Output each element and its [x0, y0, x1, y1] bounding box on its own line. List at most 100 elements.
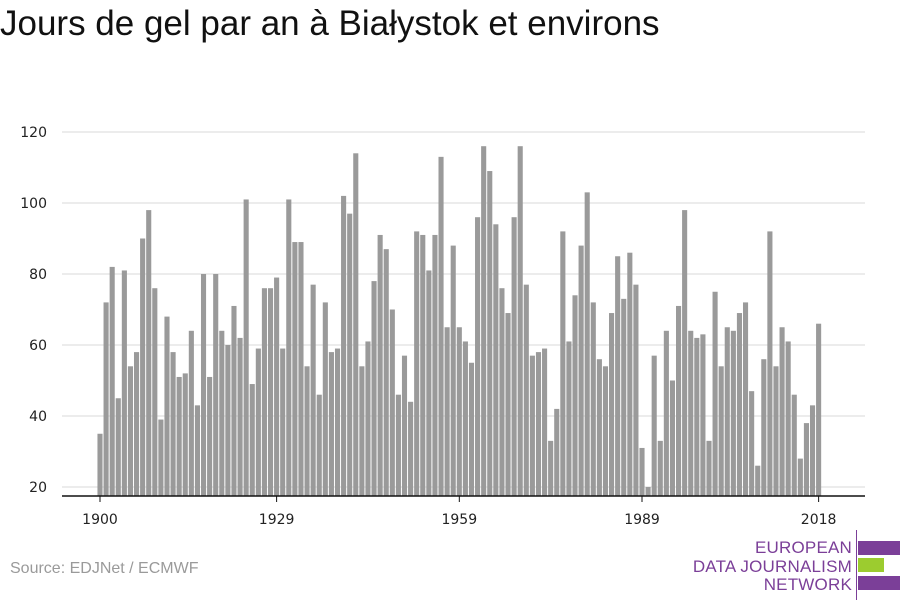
- bar[interactable]: [651, 355, 657, 496]
- bar[interactable]: [736, 313, 742, 496]
- bar[interactable]: [353, 153, 359, 497]
- bar[interactable]: [237, 337, 243, 496]
- bar[interactable]: [761, 359, 767, 496]
- bar[interactable]: [444, 327, 450, 496]
- bar[interactable]: [566, 341, 572, 496]
- bar[interactable]: [779, 327, 785, 496]
- bar[interactable]: [377, 234, 383, 496]
- bar[interactable]: [505, 313, 511, 496]
- bar[interactable]: [420, 234, 426, 496]
- bar[interactable]: [676, 305, 682, 496]
- bar[interactable]: [115, 398, 121, 496]
- bar[interactable]: [414, 231, 420, 496]
- bar[interactable]: [767, 231, 773, 496]
- bar[interactable]: [408, 401, 414, 496]
- bar[interactable]: [529, 355, 535, 496]
- bar[interactable]: [292, 242, 298, 496]
- bar[interactable]: [334, 348, 341, 496]
- bar[interactable]: [401, 355, 408, 496]
- bar[interactable]: [578, 245, 584, 496]
- bar[interactable]: [499, 288, 505, 496]
- bar[interactable]: [639, 447, 645, 496]
- bar[interactable]: [432, 234, 438, 496]
- bar[interactable]: [310, 284, 316, 496]
- bar[interactable]: [475, 217, 481, 496]
- bar[interactable]: [803, 423, 809, 496]
- bar[interactable]: [249, 384, 255, 496]
- bar[interactable]: [170, 352, 176, 496]
- bar[interactable]: [609, 313, 615, 496]
- bar[interactable]: [438, 156, 444, 496]
- bar[interactable]: [231, 305, 237, 496]
- bar[interactable]: [627, 252, 633, 496]
- bar[interactable]: [389, 309, 395, 497]
- bar[interactable]: [176, 376, 182, 496]
- bar[interactable]: [481, 146, 487, 496]
- bar[interactable]: [590, 302, 596, 496]
- bar[interactable]: [694, 337, 700, 496]
- bar[interactable]: [243, 199, 249, 496]
- bar[interactable]: [164, 316, 170, 496]
- bar[interactable]: [724, 327, 730, 496]
- bar[interactable]: [468, 362, 475, 496]
- bar[interactable]: [146, 210, 152, 496]
- bar[interactable]: [383, 249, 389, 496]
- bar[interactable]: [797, 458, 803, 496]
- bar[interactable]: [791, 394, 797, 496]
- bar[interactable]: [663, 330, 669, 496]
- bar[interactable]: [755, 465, 761, 496]
- bar[interactable]: [109, 266, 115, 496]
- bar[interactable]: [359, 366, 365, 496]
- bar[interactable]: [133, 352, 140, 496]
- bar[interactable]: [548, 440, 554, 496]
- bar[interactable]: [280, 348, 286, 496]
- bar[interactable]: [97, 433, 103, 496]
- bar[interactable]: [462, 341, 468, 496]
- bar[interactable]: [682, 210, 688, 496]
- bar[interactable]: [316, 394, 322, 496]
- bar[interactable]: [584, 192, 590, 496]
- bar[interactable]: [127, 366, 133, 496]
- bar[interactable]: [596, 359, 602, 496]
- bar[interactable]: [188, 330, 194, 496]
- bar[interactable]: [456, 327, 462, 496]
- bar[interactable]: [219, 330, 225, 496]
- bar[interactable]: [225, 345, 231, 496]
- bar[interactable]: [657, 440, 663, 496]
- bar[interactable]: [688, 330, 694, 496]
- bar[interactable]: [602, 366, 609, 496]
- bar[interactable]: [182, 373, 188, 496]
- bar[interactable]: [816, 323, 822, 496]
- bar[interactable]: [542, 348, 548, 496]
- bar[interactable]: [749, 391, 755, 496]
- bar[interactable]: [669, 380, 676, 497]
- bar[interactable]: [347, 213, 353, 496]
- bar[interactable]: [645, 487, 651, 496]
- bar[interactable]: [706, 440, 712, 496]
- bar[interactable]: [261, 288, 267, 496]
- bar[interactable]: [742, 302, 749, 496]
- bar[interactable]: [328, 352, 334, 496]
- bar[interactable]: [493, 224, 499, 497]
- bar[interactable]: [121, 270, 127, 496]
- bar[interactable]: [395, 394, 401, 496]
- bar[interactable]: [712, 291, 718, 496]
- bar[interactable]: [523, 284, 529, 496]
- bar[interactable]: [809, 405, 816, 496]
- bar[interactable]: [517, 146, 523, 496]
- bar[interactable]: [511, 217, 517, 496]
- bar[interactable]: [572, 295, 578, 496]
- bar[interactable]: [487, 171, 493, 497]
- edjnet-logo[interactable]: EUROPEAN DATA JOURNALISM NETWORK: [693, 530, 900, 600]
- bar[interactable]: [621, 298, 627, 496]
- bar[interactable]: [207, 376, 213, 496]
- bar[interactable]: [371, 281, 377, 496]
- bar[interactable]: [140, 238, 146, 497]
- bar[interactable]: [535, 352, 542, 496]
- bar[interactable]: [322, 302, 328, 496]
- bar[interactable]: [426, 270, 432, 496]
- bar[interactable]: [700, 334, 706, 496]
- bar[interactable]: [213, 274, 219, 496]
- bar[interactable]: [103, 302, 109, 496]
- bar[interactable]: [255, 348, 261, 496]
